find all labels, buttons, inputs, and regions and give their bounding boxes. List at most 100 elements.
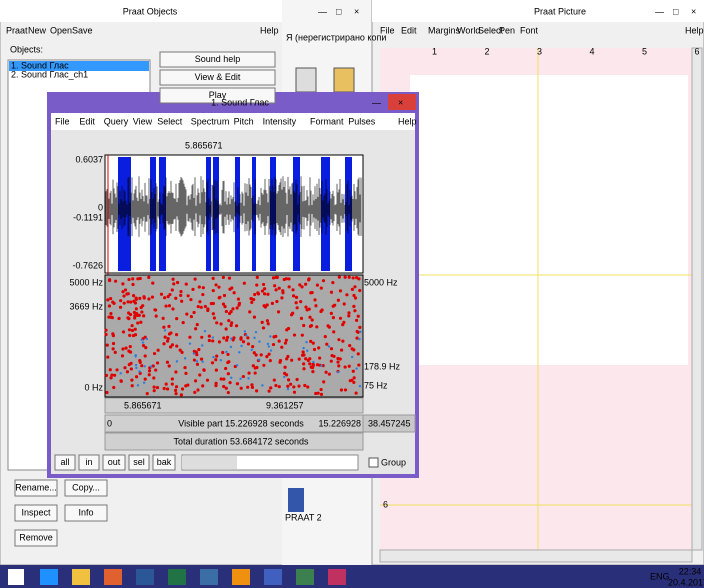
- formant-dot: [342, 302, 346, 306]
- button[interactable]: [159, 51, 276, 68]
- window-control[interactable]: ×: [354, 6, 359, 16]
- object-item[interactable]: 1. Sound Глас: [11, 60, 69, 70]
- pitch-dot: [286, 387, 290, 391]
- menu-item[interactable]: Help: [398, 116, 417, 126]
- total-duration[interactable]: Total duration 53.684172 seconds: [173, 436, 309, 446]
- taskbar-icon[interactable]: [232, 569, 250, 585]
- window-control[interactable]: —: [318, 6, 327, 16]
- button[interactable]: [14, 479, 58, 497]
- formant-dot: [337, 275, 341, 279]
- menu-item[interactable]: Pitch: [234, 116, 254, 126]
- button-label[interactable]: Info: [78, 507, 93, 517]
- button-label[interactable]: Copy...: [72, 482, 100, 492]
- menu-item[interactable]: World: [457, 25, 480, 35]
- button[interactable]: [64, 504, 108, 522]
- button-label[interactable]: Sound help: [195, 54, 241, 64]
- button[interactable]: [54, 454, 76, 471]
- scrollbar[interactable]: [379, 549, 693, 563]
- menu-item[interactable]: View: [133, 116, 153, 126]
- button-label[interactable]: sel: [133, 457, 145, 467]
- menu-item[interactable]: Help: [685, 25, 704, 35]
- taskbar-icon[interactable]: [104, 569, 122, 585]
- menu-item[interactable]: Intensity: [263, 116, 297, 126]
- button-label[interactable]: in: [85, 457, 92, 467]
- menu-item[interactable]: Edit: [401, 25, 417, 35]
- button-label[interactable]: Play: [209, 90, 227, 100]
- button-label[interactable]: out: [108, 457, 121, 467]
- menu-item[interactable]: File: [55, 116, 70, 126]
- formant-dot: [276, 310, 281, 314]
- window-title: Я (нерегистрирано копи: [286, 32, 386, 42]
- taskbar-icon[interactable]: [72, 569, 90, 585]
- menu-item[interactable]: Spectrum: [191, 116, 230, 126]
- button[interactable]: [14, 504, 58, 522]
- taskbar-icon[interactable]: [296, 569, 314, 585]
- pitch-dot: [258, 340, 261, 343]
- button-label[interactable]: View & Edit: [195, 72, 241, 82]
- formant-dot: [226, 390, 230, 395]
- button[interactable]: [152, 454, 176, 471]
- window-control[interactable]: □: [673, 6, 679, 16]
- formant-dot: [287, 285, 291, 289]
- menu-item[interactable]: Save: [72, 25, 93, 35]
- menu-item[interactable]: File: [380, 25, 395, 35]
- button[interactable]: [128, 454, 150, 471]
- formant-dot: [152, 389, 156, 393]
- window-control[interactable]: —: [655, 6, 664, 16]
- start-button[interactable]: [8, 569, 24, 585]
- window-control[interactable]: —: [372, 97, 381, 107]
- button[interactable]: [159, 87, 276, 104]
- menu-item[interactable]: Select: [157, 116, 183, 126]
- formant-dot: [115, 368, 119, 372]
- scroll-thumb[interactable]: [182, 456, 237, 469]
- taskbar-icon[interactable]: [328, 569, 346, 585]
- taskbar-icon[interactable]: [168, 569, 186, 585]
- checkbox[interactable]: [368, 457, 379, 468]
- button[interactable]: [64, 479, 108, 497]
- window-control[interactable]: ×: [398, 97, 403, 107]
- visible-part[interactable]: Visible part 15.226928 seconds: [178, 418, 304, 428]
- menu-item[interactable]: Margins: [428, 25, 461, 35]
- menu-item[interactable]: Font: [520, 25, 539, 35]
- formant-dot: [141, 304, 145, 308]
- formant-dot: [292, 294, 296, 298]
- menu-item[interactable]: Select: [478, 25, 504, 35]
- taskbar-icon[interactable]: [264, 569, 282, 585]
- button[interactable]: [159, 69, 276, 86]
- scrollbar[interactable]: [691, 47, 703, 551]
- menu-item[interactable]: Praat: [6, 25, 28, 35]
- window-control[interactable]: ×: [691, 6, 696, 16]
- formant-dot: [304, 305, 308, 309]
- menu-item[interactable]: Pulses: [348, 116, 376, 126]
- button-label[interactable]: all: [60, 457, 69, 467]
- menu-item[interactable]: Query: [104, 116, 129, 126]
- selection-bar[interactable]: [104, 397, 364, 414]
- button-label[interactable]: Remove: [19, 532, 53, 542]
- button-label[interactable]: bak: [157, 457, 172, 467]
- menu-item[interactable]: Help: [260, 25, 279, 35]
- total-end-bar[interactable]: [362, 414, 416, 433]
- button-label[interactable]: Rename...: [15, 482, 57, 492]
- button-label[interactable]: Inspect: [21, 507, 51, 517]
- taskbar-icon[interactable]: [40, 569, 58, 585]
- formant-dot: [355, 318, 359, 322]
- checkbox-label[interactable]: Group: [381, 457, 406, 467]
- menu-item[interactable]: Edit: [79, 116, 95, 126]
- icon-label: PRAAT 2: [285, 512, 322, 522]
- taskbar-icon[interactable]: [136, 569, 154, 585]
- pitch-dot: [238, 351, 241, 354]
- objects-titlebar: [0, 0, 372, 22]
- object-item[interactable]: 2. Sound Глас_ch1: [11, 69, 88, 79]
- menu-item[interactable]: Pen: [499, 25, 515, 35]
- button[interactable]: [78, 454, 100, 471]
- menu-item[interactable]: Formant: [310, 116, 344, 126]
- button[interactable]: [14, 529, 58, 547]
- keyboard-language: ENG: [650, 571, 670, 581]
- total-bar[interactable]: [104, 432, 364, 451]
- close-button[interactable]: [388, 94, 416, 110]
- menu-item[interactable]: Open: [50, 25, 72, 35]
- taskbar-icon[interactable]: [200, 569, 218, 585]
- button[interactable]: [102, 454, 126, 471]
- menu-item[interactable]: New: [28, 25, 47, 35]
- window-control[interactable]: □: [336, 6, 342, 16]
